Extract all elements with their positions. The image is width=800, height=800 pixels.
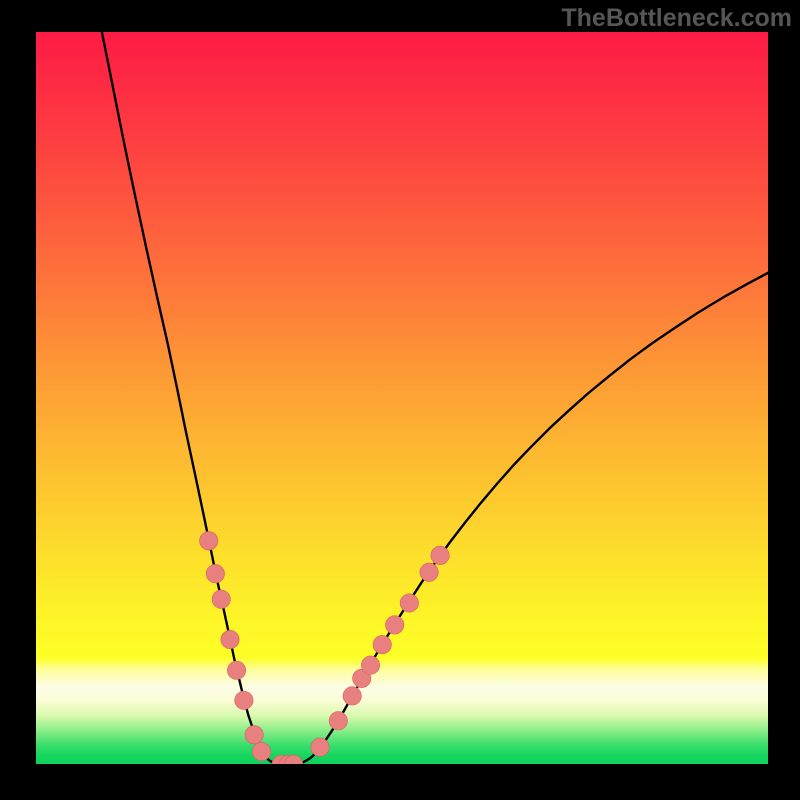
data-marker: [221, 630, 239, 648]
bottleneck-curve: [102, 32, 768, 764]
data-marker: [343, 687, 361, 705]
data-marker: [361, 656, 379, 674]
data-marker: [245, 726, 263, 744]
data-marker: [400, 594, 418, 612]
data-marker: [227, 661, 245, 679]
chart-container: TheBottleneck.com: [0, 0, 800, 800]
data-marker: [311, 738, 329, 756]
data-marker: [200, 532, 218, 550]
plot-area: [36, 32, 768, 764]
data-marker: [329, 712, 347, 730]
data-marker: [212, 590, 230, 608]
data-marker: [373, 635, 391, 653]
data-marker: [420, 563, 438, 581]
data-marker: [252, 742, 270, 760]
data-marker: [235, 691, 253, 709]
data-marker: [206, 564, 224, 582]
data-marker: [431, 546, 449, 564]
data-marker: [385, 616, 403, 634]
curve-layer: [36, 32, 768, 764]
watermark-text: TheBottleneck.com: [561, 4, 792, 33]
